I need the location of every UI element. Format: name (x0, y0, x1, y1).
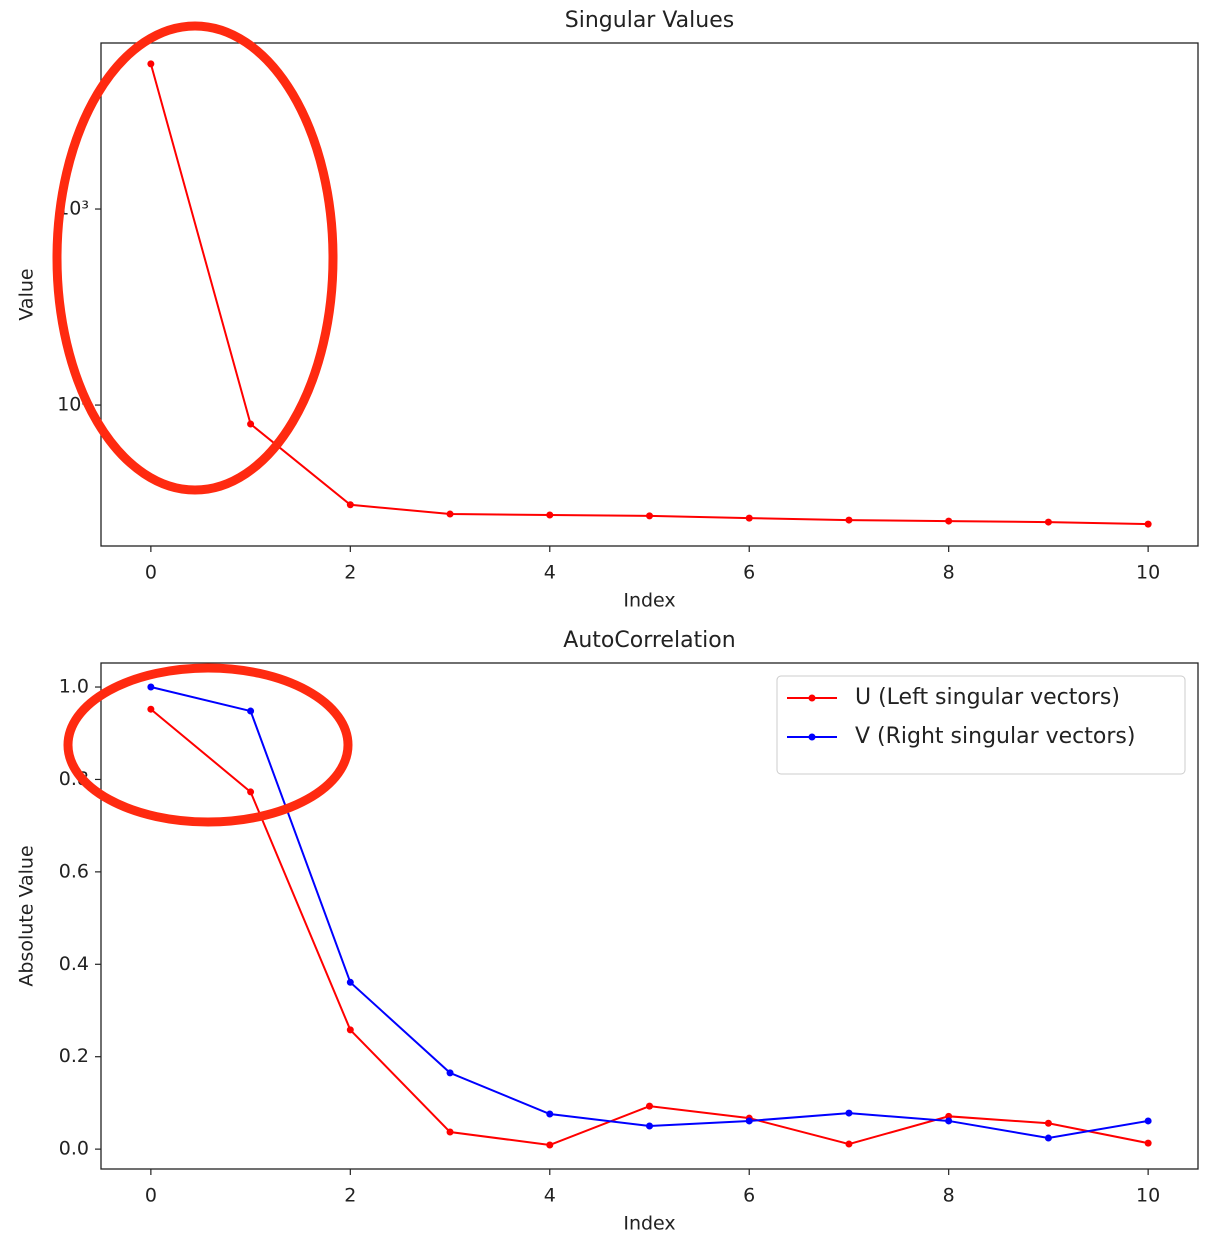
y-axis-label: Absolute Value (16, 845, 38, 986)
legend-marker (808, 733, 816, 741)
x-tick-label: 10 (1136, 1185, 1160, 1207)
data-point (845, 516, 853, 524)
plot-frame (100, 662, 1199, 1170)
data-point (1044, 1134, 1052, 1142)
y-tick-label: 0.2 (59, 1045, 89, 1067)
data-point (1044, 1119, 1052, 1127)
x-tick-label: 2 (344, 1185, 356, 1207)
data-point (446, 1069, 454, 1077)
x-tick-label: 0 (145, 1185, 157, 1207)
x-tick-label: 6 (743, 1185, 755, 1207)
data-point (546, 1141, 554, 1149)
data-point (945, 1117, 953, 1125)
data-point (346, 1026, 354, 1034)
y-axis-label: Value (16, 268, 38, 320)
x-tick-label: 2 (344, 562, 356, 584)
data-point (147, 705, 155, 713)
data-point (646, 512, 653, 520)
x-axis-label: Index (623, 590, 675, 612)
series-line (150, 708, 1149, 1146)
x-tick-label: 10 (1136, 562, 1160, 584)
y-tick-label: 0.6 (59, 860, 89, 882)
data-point (546, 511, 554, 519)
data-point (446, 510, 454, 518)
data-point (446, 1128, 454, 1136)
y-tick-label: 1.0 (59, 676, 89, 698)
plot-frame (100, 42, 1199, 547)
y-tick-label: 0.0 (59, 1138, 89, 1160)
legend: U (Left singular vectors) V (Right singul… (776, 675, 1186, 775)
data-point (247, 420, 255, 428)
legend-box (776, 675, 1186, 775)
data-point (845, 1109, 853, 1117)
x-axis-label: Index (623, 1213, 675, 1234)
y-tick-label: 0.4 (59, 953, 89, 975)
data-point (147, 683, 155, 691)
data-point (745, 514, 753, 522)
data-point (546, 1110, 554, 1118)
data-point (845, 1140, 853, 1148)
x-tick-label: 4 (544, 1185, 556, 1207)
data-point (646, 1102, 653, 1110)
x-tick-label: 8 (943, 562, 955, 584)
data-point (945, 517, 953, 525)
data-point (1044, 518, 1052, 526)
chart-title: AutoCorrelation (563, 628, 735, 653)
x-tick-label: 8 (943, 1185, 955, 1207)
data-point (346, 501, 354, 509)
annotation-ellipse (63, 663, 353, 827)
data-point (247, 707, 255, 715)
data-point (1144, 520, 1152, 528)
annotation-ellipse (52, 21, 338, 495)
legend-marker (808, 694, 816, 702)
chart-title: Singular Values (565, 8, 734, 33)
data-point (1144, 1117, 1152, 1125)
data-point (247, 788, 255, 796)
legend-label: V (Right singular vectors) (855, 724, 1135, 749)
data-point (346, 978, 354, 986)
data-point (147, 60, 155, 68)
legend-label: U (Left singular vectors) (855, 685, 1120, 710)
x-tick-label: 0 (145, 562, 157, 584)
data-point (1144, 1139, 1152, 1147)
x-tick-label: 6 (743, 562, 755, 584)
series-line (149, 63, 1149, 526)
data-point (745, 1117, 753, 1125)
x-tick-label: 4 (544, 562, 556, 584)
data-point (646, 1122, 653, 1130)
